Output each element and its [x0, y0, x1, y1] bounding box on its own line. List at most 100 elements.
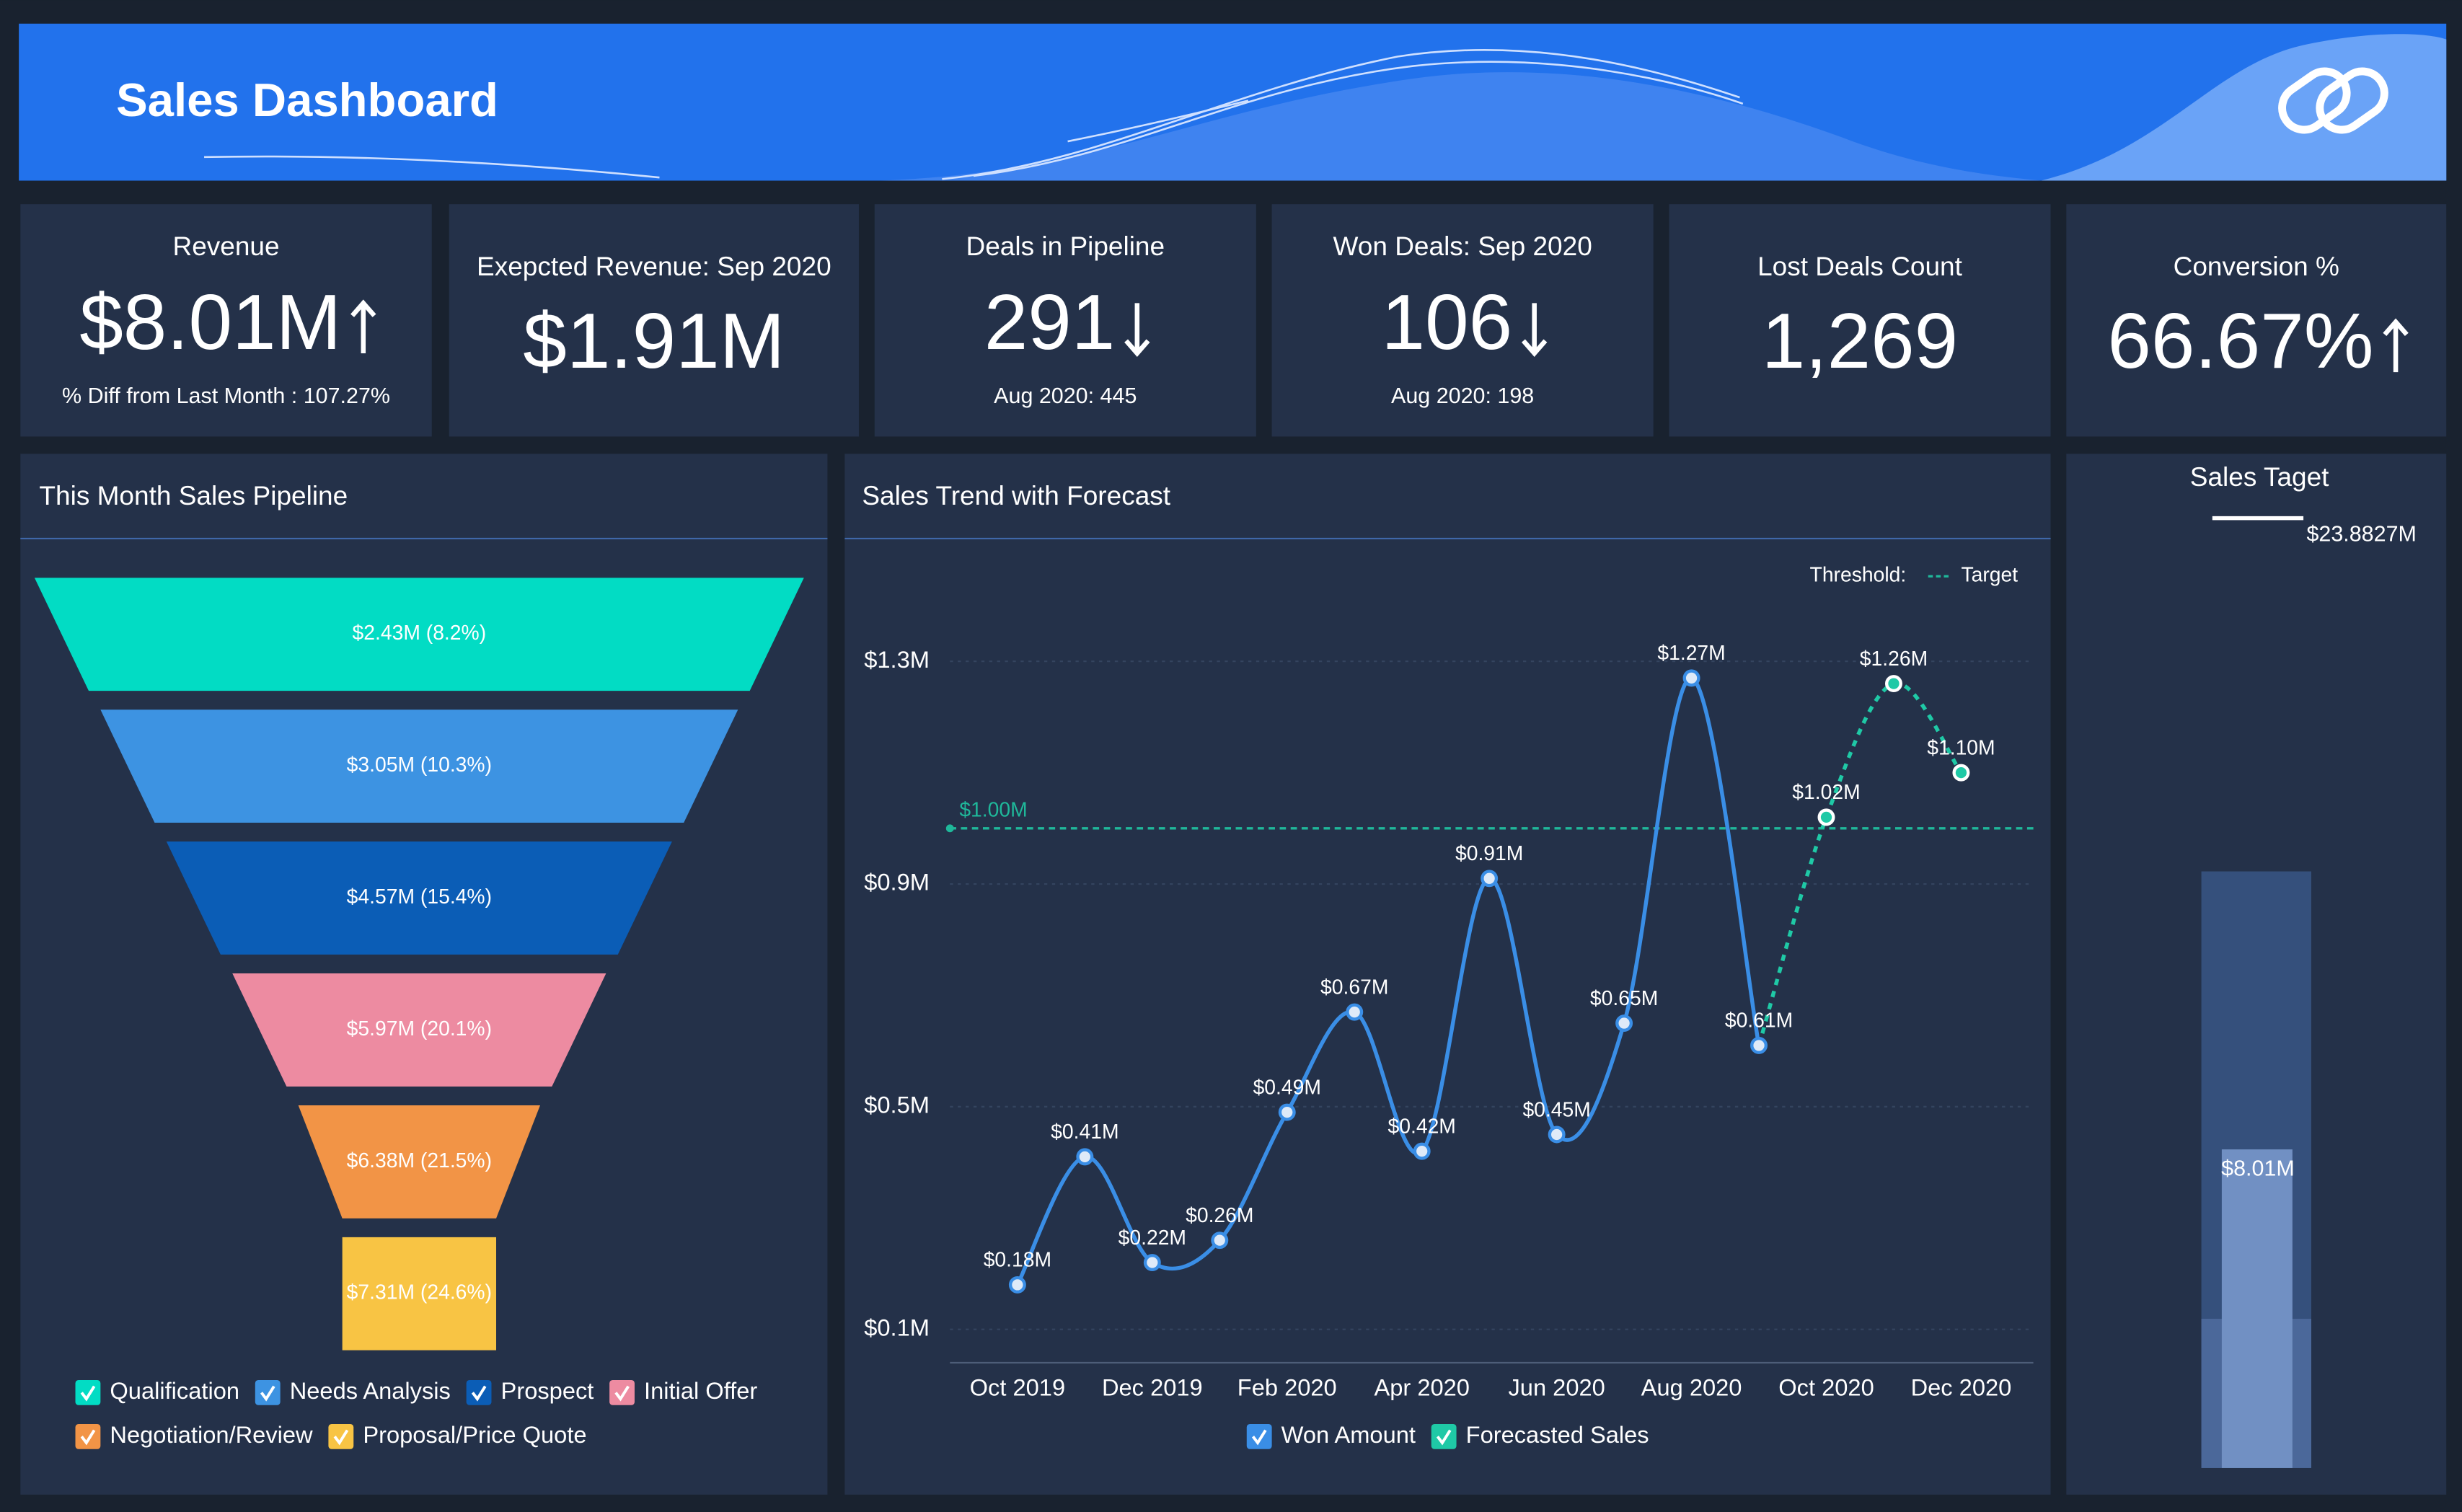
kpi-card: Conversion % 66.67%	[2066, 204, 2447, 437]
data-point	[1952, 764, 1970, 782]
logo-ring	[2316, 67, 2388, 134]
kpi-card-bg	[1669, 204, 2051, 437]
kpi-title: Won Deals: Sep 2020	[1333, 231, 1592, 261]
threshold-legend-title: Threshold:	[1810, 563, 1907, 586]
kpi-card-bg	[1271, 204, 1654, 437]
x-tick-label: Jun 2020	[1508, 1374, 1605, 1401]
funnel-chart: This Month Sales Pipeline $2.43M (8.2%) $3…	[34, 480, 804, 1449]
panel-title: Sales Trend with Forecast	[862, 480, 1170, 510]
legend-checkbox	[1246, 1423, 1272, 1449]
x-tick-label: Apr 2020	[1374, 1374, 1469, 1401]
data-point	[1548, 1126, 1566, 1144]
check-icon	[80, 1429, 96, 1446]
threshold-legend-name: Target	[1961, 563, 2018, 586]
kpi-value: 1,269	[1762, 297, 1958, 385]
panel	[844, 454, 2051, 1495]
data-label: $0.26M	[1186, 1203, 1253, 1226]
data-label: $8.01M	[2221, 1156, 2295, 1180]
legend-label: Qualification	[110, 1377, 239, 1404]
line-chart: Sales Trend with Forecast $0.1M $0.5M $0.9M…	[862, 480, 2034, 1449]
y-tick-label: $0.5M	[864, 1091, 930, 1118]
kpi-value: $1.91M	[523, 297, 785, 385]
logo	[2278, 67, 2388, 134]
kpi-value: 106	[1382, 278, 1513, 366]
funnel-stage	[34, 578, 804, 691]
header-curve	[973, 61, 1744, 177]
kpi-title: Revenue	[172, 231, 279, 261]
panel-title: This Month Sales Pipeline	[39, 480, 348, 510]
kpi-card: Won Deals: Sep 2020 106 Aug 2020: 198	[1271, 204, 1654, 437]
data-point	[1750, 1036, 1768, 1054]
x-tick-label: Aug 2020	[1641, 1374, 1742, 1401]
data-point	[1008, 1276, 1026, 1294]
panel-title: Sales Taget	[2190, 461, 2329, 492]
kpi-card: Lost Deals Count 1,269	[1669, 204, 2051, 437]
legend-label: Initial Offer	[644, 1377, 757, 1404]
check-icon	[333, 1429, 349, 1446]
kpi-card-bg	[2066, 204, 2447, 437]
x-tick-label: Feb 2020	[1237, 1374, 1337, 1401]
data-label: $1.26M	[1860, 647, 1928, 670]
bullet-bar	[2221, 1149, 2293, 1468]
check-icon	[80, 1385, 96, 1402]
legend-checkbox	[255, 1379, 281, 1405]
header-wave	[879, 72, 2042, 181]
funnel-stage	[232, 973, 606, 1087]
kpi-note: Aug 2020: 445	[994, 384, 1137, 408]
check-icon	[1436, 1429, 1452, 1446]
data-label: $2.43M (8.2%)	[353, 621, 487, 644]
kpi-card-bg	[874, 204, 1256, 437]
legend-checkbox	[466, 1379, 492, 1405]
legend-checkbox	[328, 1423, 354, 1449]
threshold-label: $1.00M	[959, 797, 1027, 821]
data-label: $0.67M	[1320, 975, 1388, 998]
threshold-start	[945, 824, 954, 833]
data-label: $1.10M	[1927, 735, 1995, 759]
data-point	[1346, 1003, 1364, 1021]
target-label: $23.8827M	[2306, 522, 2416, 547]
data-point	[1884, 675, 1902, 693]
legend-label: Negotiation/Review	[110, 1421, 313, 1448]
check-icon	[1251, 1429, 1267, 1446]
data-label: $0.42M	[1388, 1114, 1456, 1137]
trend-arrow-head	[350, 299, 376, 317]
data-label: $0.18M	[984, 1248, 1051, 1271]
header-curve	[204, 155, 660, 179]
kpi-row: Revenue $8.01M % Diff from Last Month : 10…	[20, 204, 2447, 437]
kpi-card-bg	[449, 204, 859, 437]
header-wave	[2041, 34, 2447, 181]
data-point	[1211, 1232, 1229, 1250]
y-tick-label: $1.3M	[864, 646, 930, 673]
legend-checkbox	[609, 1379, 635, 1405]
data-label: $3.05M (10.3%)	[347, 753, 492, 776]
trend-arrow-head	[1124, 339, 1150, 357]
bullet-chart: Sales Taget $8.01M $23.8827M	[2190, 461, 2417, 1468]
funnel-stage	[166, 841, 672, 955]
trend-arrow-head	[2383, 318, 2409, 337]
data-label: $7.31M (24.6%)	[347, 1281, 492, 1304]
kpi-title: Conversion %	[2174, 251, 2339, 281]
check-icon	[260, 1385, 275, 1402]
kpi-note: % Diff from Last Month : 107.27%	[62, 384, 390, 408]
header-title: Sales Dashboard	[116, 74, 498, 126]
data-label: $1.27M	[1657, 641, 1725, 664]
legend-checkbox	[75, 1423, 101, 1449]
data-label: $0.49M	[1253, 1075, 1321, 1098]
kpi-value: 291	[984, 278, 1116, 366]
kpi-note: Aug 2020: 198	[1391, 384, 1534, 408]
y-tick-label: $0.1M	[864, 1314, 930, 1340]
data-label: $0.41M	[1051, 1120, 1119, 1143]
x-tick-label: Oct 2020	[1778, 1374, 1874, 1401]
data-point	[1076, 1148, 1094, 1166]
legend-label: Prospect	[501, 1377, 594, 1404]
funnel-stage	[100, 709, 738, 823]
funnel-stage	[298, 1105, 540, 1219]
kpi-title: Exepcted Revenue: Sep 2020	[477, 251, 831, 281]
kpi-card: Revenue $8.01M % Diff from Last Month : 10…	[20, 204, 432, 437]
data-label: $0.91M	[1455, 841, 1523, 865]
x-tick-label: Dec 2019	[1102, 1374, 1203, 1401]
legend-label: Forecasted Sales	[1466, 1421, 1649, 1448]
x-tick-label: Dec 2020	[1911, 1374, 2012, 1401]
header-curve	[942, 49, 1740, 180]
